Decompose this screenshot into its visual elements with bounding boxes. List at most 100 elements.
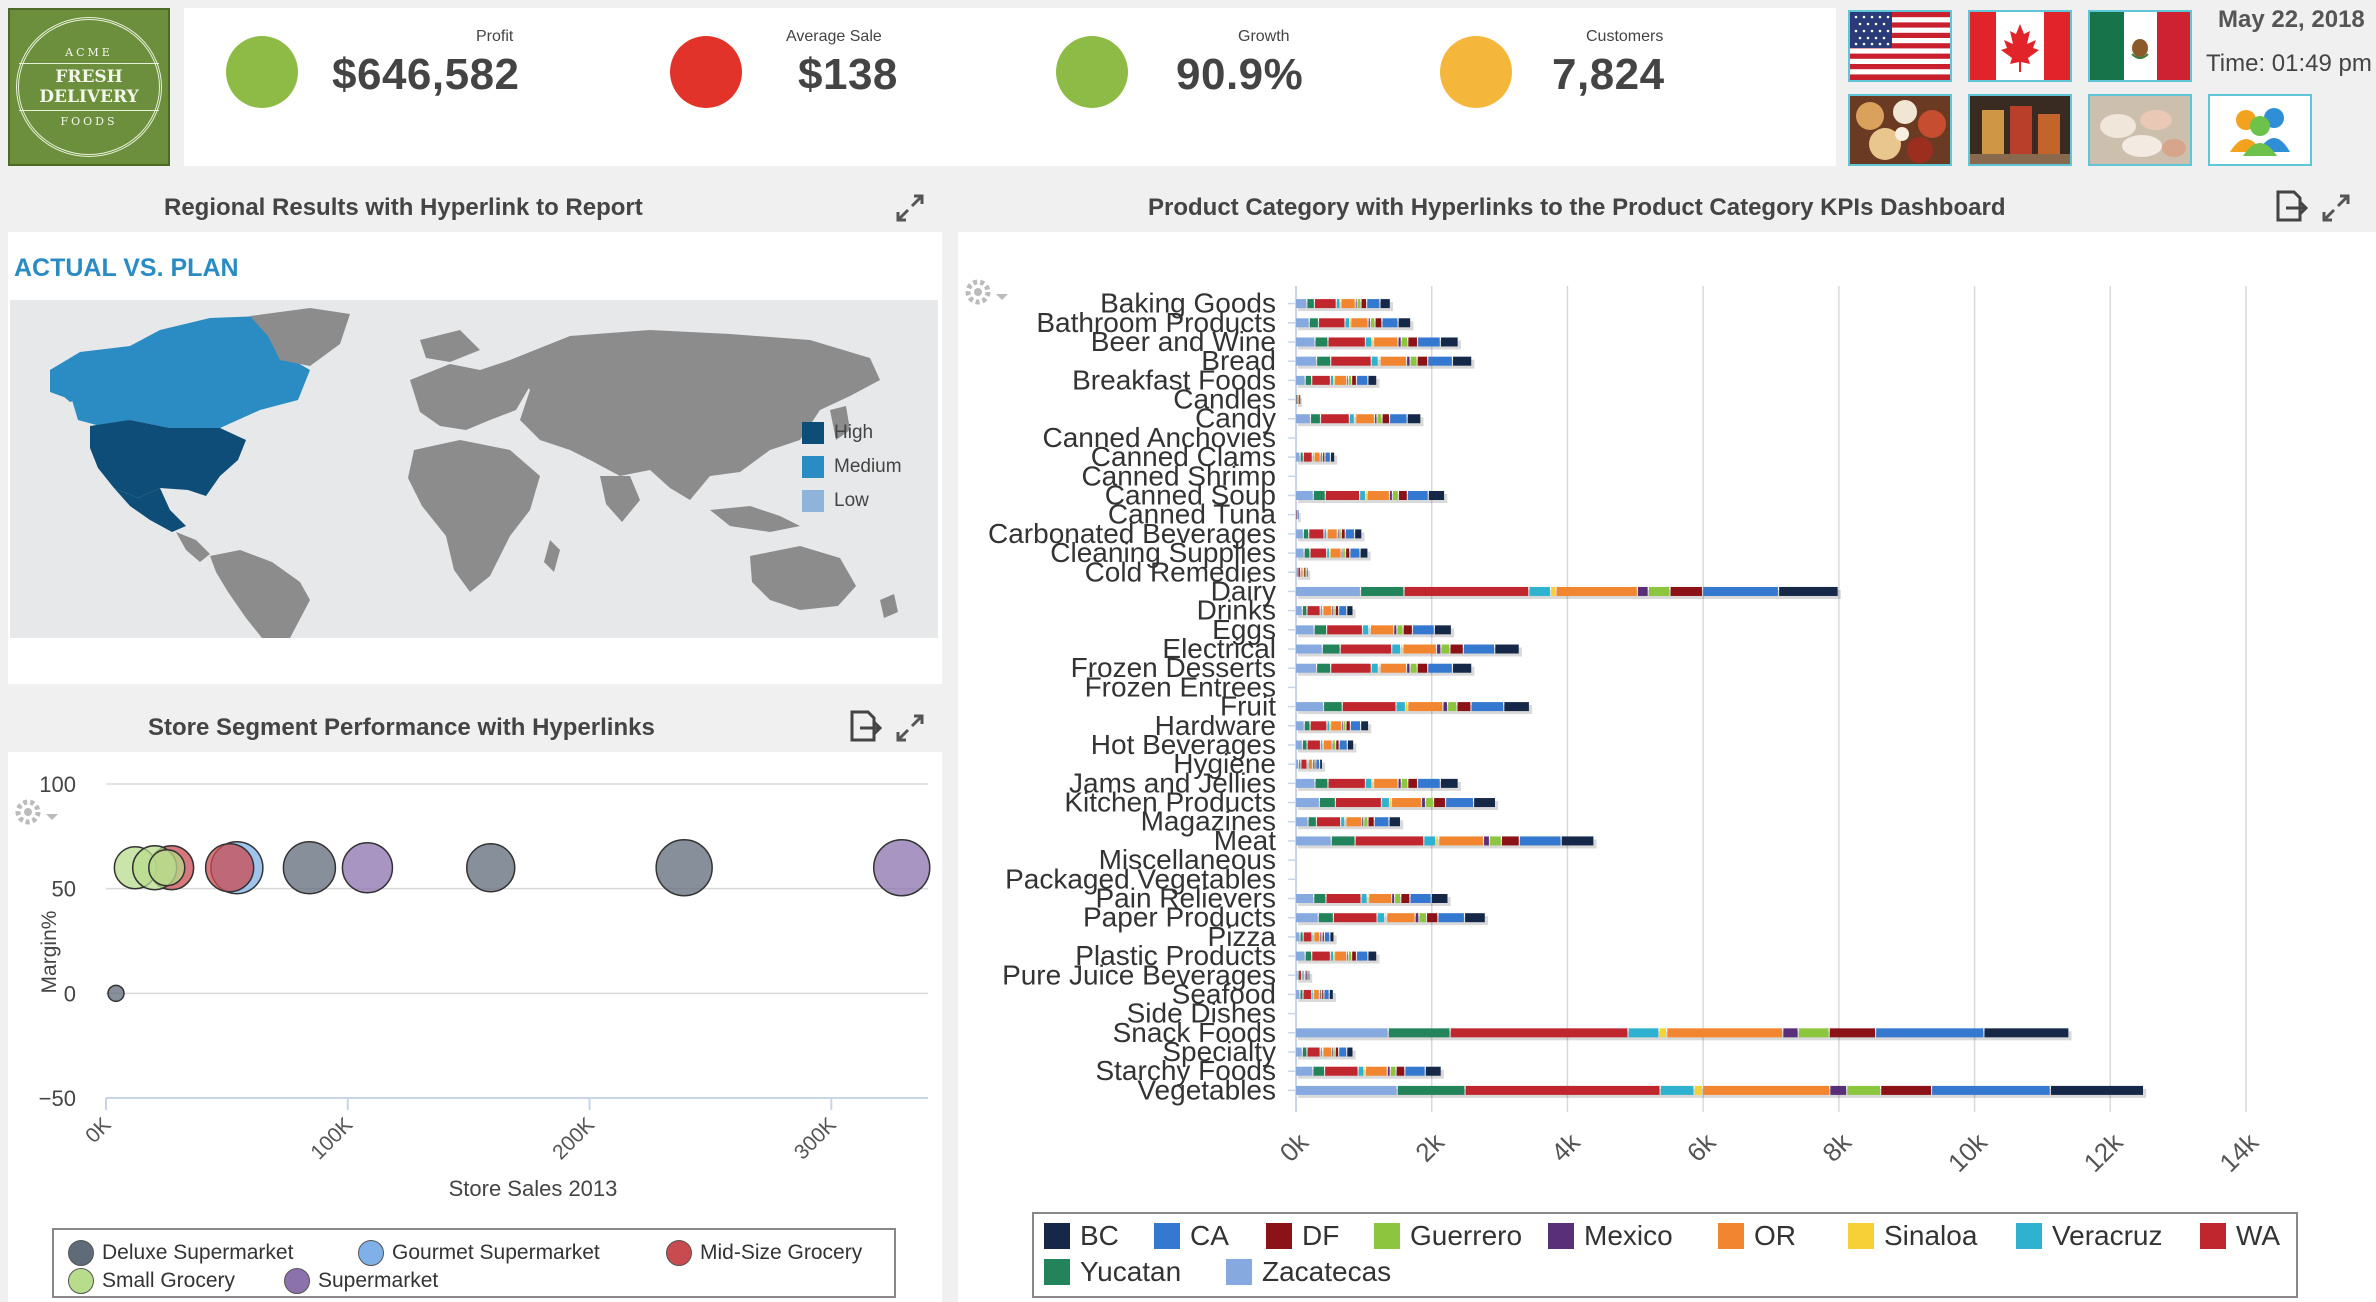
bar-segment[interactable] — [1317, 663, 1331, 673]
bar-segment[interactable] — [1407, 663, 1410, 673]
bar-segment[interactable] — [1331, 951, 1334, 961]
bar-segment[interactable] — [1297, 395, 1299, 405]
bubble-point[interactable] — [872, 838, 931, 897]
bar-segment[interactable] — [1357, 375, 1368, 385]
category-label[interactable]: Cleaning Supplies — [1050, 537, 1276, 568]
bar-segment[interactable] — [1342, 721, 1343, 731]
bar-segment[interactable] — [1348, 951, 1351, 961]
bar-segment[interactable] — [1296, 606, 1302, 616]
bar-segment[interactable] — [1310, 548, 1327, 558]
stacked-bar-chart[interactable]: 0k 2k 4k 6k 8k 10k 12k 14k Baking GoodsBathroom … — [958, 232, 2376, 1207]
bar-segment[interactable] — [1366, 337, 1372, 347]
export-icon[interactable] — [846, 708, 883, 744]
bar-segment[interactable] — [1296, 932, 1300, 942]
category-label[interactable]: Hot Beverages — [1091, 729, 1276, 760]
bar-segment[interactable] — [1323, 606, 1324, 616]
bar-segment[interactable] — [1332, 1047, 1333, 1057]
bar-segment[interactable] — [1320, 989, 1322, 999]
bar-segment[interactable] — [1320, 606, 1322, 616]
bar-segment[interactable] — [1307, 759, 1309, 769]
bar-segment[interactable] — [1309, 318, 1318, 328]
bar-segment[interactable] — [1829, 1028, 1875, 1038]
bar-segment[interactable] — [1323, 1047, 1332, 1057]
bar-segment[interactable] — [1397, 625, 1403, 635]
bar-segment[interactable] — [1396, 702, 1405, 712]
bar-segment[interactable] — [1318, 913, 1333, 923]
bar-segment[interactable] — [1779, 586, 1838, 596]
bar-segment[interactable] — [1427, 913, 1438, 923]
bar-segment[interactable] — [1306, 970, 1308, 980]
bar-segment[interactable] — [1296, 740, 1302, 750]
bar-segment[interactable] — [1830, 1085, 1847, 1095]
bar-segment[interactable] — [1296, 663, 1316, 673]
bar-segment[interactable] — [1405, 1066, 1425, 1076]
bar-segment[interactable] — [1323, 1047, 1324, 1057]
bar-segment[interactable] — [1357, 951, 1368, 961]
bar-segment[interactable] — [1340, 299, 1342, 309]
bar-segment[interactable] — [1296, 452, 1300, 462]
bar-segment[interactable] — [1313, 491, 1325, 500]
bar-segment[interactable] — [1317, 356, 1331, 366]
bar-segment[interactable] — [1434, 798, 1445, 808]
bar-segment[interactable] — [1296, 951, 1305, 961]
bar-segment[interactable] — [1660, 1085, 1694, 1095]
bar-segment[interactable] — [1320, 452, 1322, 462]
bar-segment[interactable] — [1404, 586, 1529, 596]
bar-segment[interactable] — [1301, 567, 1302, 577]
kpi-average-sale[interactable]: Average Sale $138 — [664, 8, 1004, 166]
world-map[interactable] — [10, 300, 938, 638]
bubble-point[interactable] — [341, 841, 394, 894]
bar-segment[interactable] — [1314, 989, 1319, 999]
category-label[interactable]: Canned Soup — [1105, 480, 1276, 511]
bar-segment[interactable] — [1296, 644, 1322, 654]
bar-segment[interactable] — [1330, 721, 1332, 731]
bar-segment[interactable] — [1407, 356, 1410, 366]
legend-item-guerrero[interactable]: Guerrero — [1374, 1220, 1522, 1252]
bar-segment[interactable] — [1418, 337, 1440, 347]
bar-segment[interactable] — [1471, 702, 1504, 712]
bar-segment[interactable] — [1313, 1066, 1324, 1076]
bar-segment[interactable] — [1296, 970, 1297, 980]
bar-segment[interactable] — [1333, 1047, 1335, 1057]
bar-segment[interactable] — [1385, 913, 1386, 923]
category-label[interactable]: Beer and Wine — [1091, 326, 1276, 357]
category-label[interactable]: Hardware — [1155, 710, 1276, 741]
bar-segment[interactable] — [1300, 932, 1303, 942]
bar-segment[interactable] — [1339, 740, 1347, 750]
bar-segment[interactable] — [1347, 740, 1354, 750]
bar-segment[interactable] — [1349, 414, 1354, 424]
bar-segment[interactable] — [1308, 970, 1310, 980]
bar-segment[interactable] — [1296, 759, 1299, 769]
legend-item-or[interactable]: OR — [1718, 1220, 1796, 1252]
bar-segment[interactable] — [1339, 529, 1341, 539]
bar-segment[interactable] — [1321, 740, 1323, 750]
bar-segment[interactable] — [1399, 491, 1407, 500]
drinks-photo-icon[interactable] — [1968, 94, 2072, 166]
bar-segment[interactable] — [1304, 567, 1306, 577]
bar-segment[interactable] — [1336, 299, 1340, 309]
bar-segment[interactable] — [1339, 1047, 1347, 1057]
bar-segment[interactable] — [1342, 702, 1396, 712]
bar-segment[interactable] — [1322, 644, 1340, 654]
bar-segment[interactable] — [1366, 1066, 1387, 1076]
bar-segment[interactable] — [1331, 721, 1341, 731]
bar-segment[interactable] — [1398, 337, 1401, 347]
bar-segment[interactable] — [1352, 951, 1356, 961]
bar-segment[interactable] — [1337, 529, 1339, 539]
bar-segment[interactable] — [1335, 951, 1347, 961]
bar-segment[interactable] — [1303, 740, 1307, 750]
bar-segment[interactable] — [1375, 414, 1377, 424]
legend-item-df[interactable]: DF — [1266, 1220, 1339, 1252]
bar-segment[interactable] — [1296, 798, 1319, 808]
bar-segment[interactable] — [1320, 1047, 1322, 1057]
bar-segment[interactable] — [1330, 932, 1334, 942]
bar-segment[interactable] — [1321, 414, 1349, 424]
category-label[interactable]: Pain Relievers — [1095, 883, 1276, 914]
bar-segment[interactable] — [1387, 913, 1415, 923]
category-label[interactable]: Packaged Vegetables — [1005, 863, 1276, 894]
bar-segment[interactable] — [1314, 759, 1316, 769]
bar-segment[interactable] — [1332, 740, 1334, 750]
bar-segment[interactable] — [1313, 759, 1314, 769]
bar-segment[interactable] — [1334, 913, 1377, 923]
category-label[interactable]: Breakfast Foods — [1072, 364, 1276, 395]
